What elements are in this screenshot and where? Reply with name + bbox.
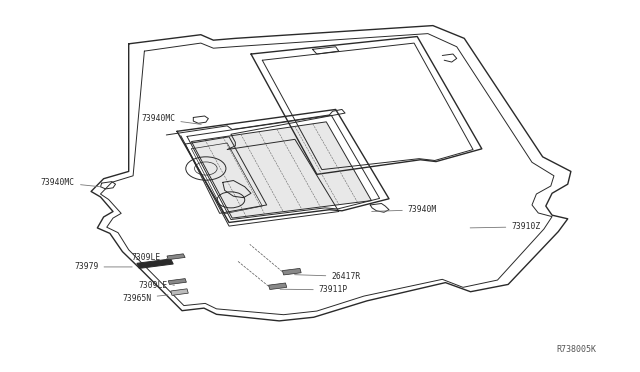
Text: 7309LE: 7309LE — [132, 253, 170, 262]
Text: 73940MC: 73940MC — [141, 114, 201, 124]
Text: 26417R: 26417R — [294, 272, 360, 281]
Text: 73911P: 73911P — [280, 285, 348, 294]
Text: R738005K: R738005K — [556, 345, 596, 354]
Polygon shape — [269, 283, 287, 289]
Text: 73910Z: 73910Z — [470, 222, 541, 231]
Polygon shape — [171, 289, 188, 295]
Text: 73940MC: 73940MC — [41, 178, 101, 187]
Text: 7309LE: 7309LE — [138, 280, 175, 290]
Text: 73965N: 73965N — [122, 294, 168, 303]
Polygon shape — [191, 122, 371, 218]
Polygon shape — [137, 259, 173, 268]
Polygon shape — [168, 279, 186, 285]
Polygon shape — [167, 254, 185, 260]
Text: 73940M: 73940M — [372, 205, 437, 214]
Polygon shape — [282, 268, 301, 275]
Text: 73979: 73979 — [74, 262, 132, 272]
